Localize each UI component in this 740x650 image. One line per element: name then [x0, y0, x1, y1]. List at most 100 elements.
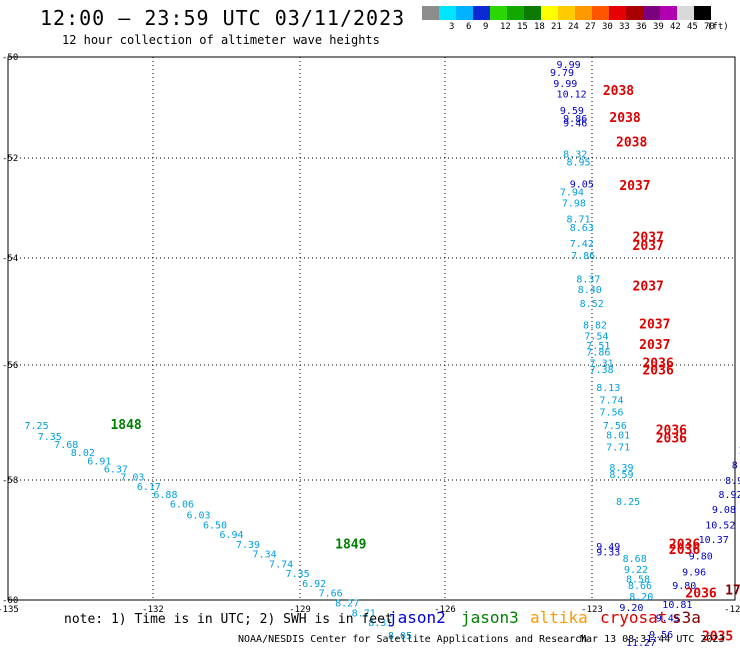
colorbar-label: 12 [500, 22, 511, 32]
track-label-cryosat: 2036 [656, 432, 687, 447]
colorbar-cell [626, 6, 643, 20]
data-point-jason3: 8.95 [566, 158, 590, 169]
track-label-s3a: 1721 [725, 584, 740, 599]
colorbar-label: 18 [534, 22, 545, 32]
data-point-jason3: 7.56 [600, 407, 624, 418]
x-tick-label: -135 [0, 605, 19, 615]
data-point-jason3: 7.56 [603, 421, 627, 432]
track-label-jason3_track_labels: 1848 [110, 418, 141, 433]
data-point-jason3: 7.31 [590, 359, 614, 370]
colorbar-label: 45 [687, 22, 698, 32]
track-label-cryosat: 2035 [702, 630, 733, 645]
data-point-jason2: 9.80 [672, 581, 696, 592]
data-point-jason2: 8.83 [732, 461, 740, 472]
x-tick-label: -129 [289, 605, 311, 615]
data-point-jason3: 6.06 [170, 500, 194, 511]
colorbar-cell [575, 6, 592, 20]
credit-text: NOAA/NESDIS Center for Satellite Applica… [238, 634, 588, 645]
colorbar-label: 6 [466, 22, 472, 32]
data-point-jason3: 7.54 [584, 331, 608, 342]
data-point-jason3: 8.59 [609, 470, 633, 481]
data-point-jason3: 8.31 [368, 618, 392, 629]
colorbar-cell [456, 6, 473, 20]
colorbar-label: 70 [704, 22, 715, 32]
x-tick-label: -132 [142, 605, 164, 615]
colorbar-cell [609, 6, 626, 20]
data-point-jason3: 8.71 [566, 215, 590, 226]
data-point-jason2: 9.33 [596, 547, 620, 558]
data-point-jason2: 10.52 [705, 520, 735, 531]
track-label-cryosat: 2036 [642, 357, 673, 372]
data-point-jason3: 8.05 [388, 631, 412, 642]
colorbar-cell [439, 6, 456, 20]
y-tick-label: -56 [2, 361, 18, 371]
track-label-cryosat: 2038 [616, 136, 647, 151]
data-point-jason3: 7.35 [38, 432, 62, 443]
track-label-cryosat: 2036 [669, 537, 700, 552]
colorbar-label: 39 [653, 22, 664, 32]
colorbar-label: 27 [585, 22, 596, 32]
data-point-jason2: 9.80 [689, 551, 713, 562]
colorbar-cell [592, 6, 609, 20]
colorbar-label: 30 [602, 22, 613, 32]
data-point-jason2: 9.45 [656, 614, 680, 625]
data-point-jason3: 6.92 [302, 579, 326, 590]
data-point-jason3: 8.13 [596, 383, 620, 394]
data-point-jason3: 7.34 [253, 550, 277, 561]
data-point-jason3: 7.25 [25, 421, 49, 432]
track-label-cryosat: 2037 [619, 179, 650, 194]
track-label-cryosat: 2036 [669, 543, 700, 558]
legend-altika: altika [530, 608, 588, 627]
data-point-jason2: 10.81 [662, 600, 692, 611]
data-point-jason3: 6.88 [153, 490, 177, 501]
data-point-jason3: 7.35 [286, 569, 310, 580]
data-point-jason3: 7.66 [319, 589, 343, 600]
legend-cryosat: cryosat [600, 608, 668, 627]
x-tick-label: -126 [434, 605, 456, 615]
data-point-jason3: 7.39 [236, 540, 260, 551]
data-point-jason3: 7.68 [54, 440, 78, 451]
x-tick-label: -124 [724, 605, 740, 615]
data-point-jason3: 6.03 [186, 511, 210, 522]
data-point-jason3: 8.39 [609, 463, 633, 474]
data-point-jason2: 9.99 [557, 60, 581, 71]
data-point-jason3: 8.25 [616, 497, 640, 508]
data-point-jason2: 8.92 [718, 490, 740, 501]
data-point-jason2: 9.56 [649, 630, 673, 641]
track-label-cryosat: 2036 [642, 364, 673, 379]
y-tick-label: -50 [2, 53, 18, 63]
data-point-jason2: 9.05 [570, 179, 594, 190]
track-label-cryosat: 2036 [685, 586, 716, 601]
data-point-jason2: 9.99 [553, 79, 577, 90]
track-label-cryosat: 2038 [609, 111, 640, 126]
track-label-cryosat: 2038 [603, 84, 634, 99]
colorbar-cell [507, 6, 524, 20]
data-point-jason3: 9.22 [624, 565, 648, 576]
colorbar-cell [490, 6, 507, 20]
data-point-jason3: 8.58 [626, 575, 650, 586]
data-point-jason3: 7.86 [586, 348, 610, 359]
data-point-jason3: 7.74 [269, 559, 293, 570]
colorbar-cell [524, 6, 541, 20]
data-point-jason2: 9.49 [596, 542, 620, 553]
data-point-jason3: 7.71 [606, 443, 630, 454]
colorbar-label: 15 [517, 22, 528, 32]
data-point-jason2: 8.91 [725, 476, 740, 487]
legend-s3a: s3a [672, 608, 701, 627]
y-tick-label: -60 [2, 596, 18, 606]
colorbar-cell [422, 6, 439, 20]
legend-jason3: jason3 [461, 608, 519, 627]
data-point-jason3: 8.52 [580, 299, 604, 310]
data-point-jason2: 9.08 [712, 505, 736, 516]
track-label-cryosat: 2037 [633, 239, 664, 254]
data-point-jason2: 9.96 [682, 568, 706, 579]
colorbar-unit: (ft) [707, 22, 729, 32]
data-point-jason3: 8.71 [352, 608, 376, 619]
colorbar-label: 9 [483, 22, 489, 32]
page-title: 12:00 — 23:59 UTC 03/11/2023 [40, 6, 406, 30]
footer-note: note: 1) Time is in UTC; 2) SWH is in fe… [64, 612, 393, 627]
data-point-jason2: 9.59 [560, 106, 584, 117]
data-point-jason3: 7.74 [600, 395, 624, 406]
data-point-jason3: 8.32 [563, 149, 587, 160]
